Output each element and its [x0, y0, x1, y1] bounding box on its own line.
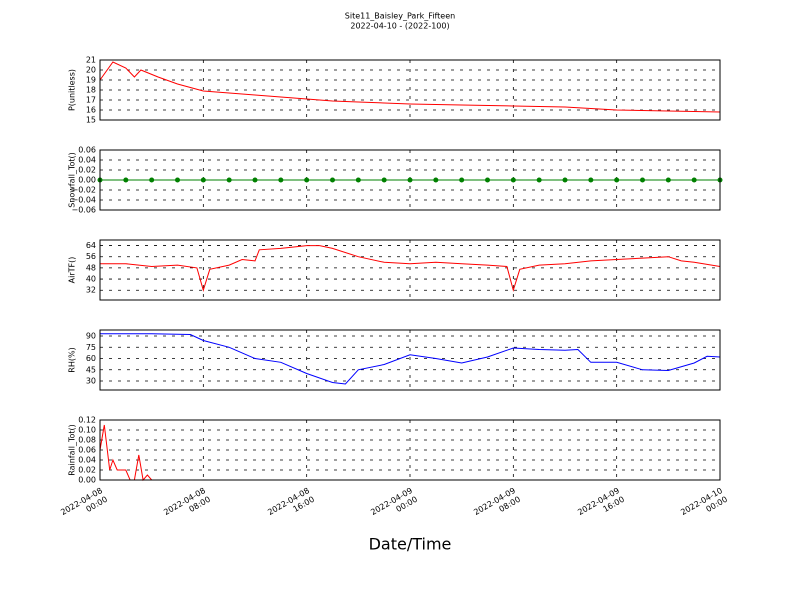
- data-point: [536, 177, 542, 183]
- data-point: [614, 177, 620, 183]
- y-tick-label: 15: [86, 116, 96, 125]
- data-point: [330, 177, 335, 183]
- chart-title: Site11_Baisley_Park_Fifteen: [345, 12, 455, 21]
- y-tick-label: 0.06: [78, 446, 96, 455]
- y-tick-label: 30: [86, 377, 96, 386]
- data-point: [459, 177, 465, 183]
- data-point: [485, 177, 490, 183]
- y-tick-label: 0.02: [78, 466, 96, 475]
- data-point: [278, 177, 284, 183]
- data-point: [355, 177, 361, 183]
- y-tick-label: 64: [86, 241, 96, 250]
- y-tick-label: 0.02: [78, 166, 96, 175]
- data-point: [123, 177, 129, 183]
- data-point: [175, 177, 180, 183]
- data-point: [640, 177, 645, 183]
- y-tick-label: 16: [86, 106, 96, 115]
- y-tick-label: 17: [86, 96, 96, 105]
- data-line: [100, 333, 721, 385]
- y-tick-label: 0.00: [78, 176, 96, 185]
- y-axis-label: Snowfall_Tot(): [68, 152, 77, 208]
- data-point: [510, 177, 516, 183]
- y-tick-label: 0.10: [78, 426, 96, 435]
- data-line: [100, 245, 721, 292]
- data-point: [433, 177, 439, 183]
- plot-frame: [99, 329, 721, 391]
- y-axis-label: AirTF(): [68, 257, 77, 284]
- y-tick-label: 0.04: [78, 156, 96, 165]
- y-tick-label: 0.12: [78, 416, 96, 425]
- data-point: [588, 177, 594, 183]
- y-tick-label: 20: [86, 66, 96, 75]
- y-tick-label: 75: [86, 343, 96, 352]
- y-tick-label: 0.00: [78, 476, 96, 485]
- plot-frame: [99, 149, 721, 211]
- y-tick-label: 56: [86, 252, 96, 261]
- data-point: [381, 177, 387, 183]
- data-point: [226, 177, 232, 183]
- plot-frame: [99, 239, 721, 301]
- y-axis-label: RH(%): [68, 347, 77, 372]
- y-tick-label: 45: [86, 365, 96, 374]
- data-point: [149, 177, 155, 183]
- y-tick-label: 19: [86, 76, 96, 85]
- y-tick-label: −0.02: [71, 186, 96, 195]
- y-tick-label: 0.08: [78, 436, 96, 445]
- y-tick-label: 60: [86, 354, 96, 363]
- data-point: [665, 177, 671, 183]
- chart-subtitle: 2022-04-10 - (2022-100): [350, 22, 449, 31]
- y-tick-label: 18: [86, 86, 96, 95]
- y-tick-label: −0.04: [71, 196, 96, 205]
- data-point: [407, 177, 413, 183]
- data-point: [252, 177, 258, 183]
- y-tick-label: 48: [86, 263, 96, 272]
- y-tick-label: 21: [86, 56, 96, 65]
- y-tick-label: 40: [86, 275, 96, 284]
- x-axis-label: Date/Time: [369, 535, 452, 554]
- y-axis-label: P(unitless): [68, 69, 77, 111]
- y-tick-label: 0.06: [78, 146, 96, 155]
- data-point: [562, 177, 568, 183]
- data-point: [200, 177, 206, 183]
- plot-frame: [99, 419, 721, 481]
- y-tick-label: 32: [86, 286, 96, 295]
- plot-frame: [99, 59, 721, 121]
- data-line: [99, 61, 721, 113]
- data-point: [304, 177, 310, 183]
- y-axis-label: Rainfall_Tot(): [68, 424, 77, 476]
- y-tick-label: 0.04: [78, 456, 96, 465]
- y-tick-label: 90: [86, 332, 96, 341]
- y-tick-label: −0.06: [71, 206, 96, 215]
- data-point: [691, 177, 697, 183]
- data-line: [99, 424, 720, 482]
